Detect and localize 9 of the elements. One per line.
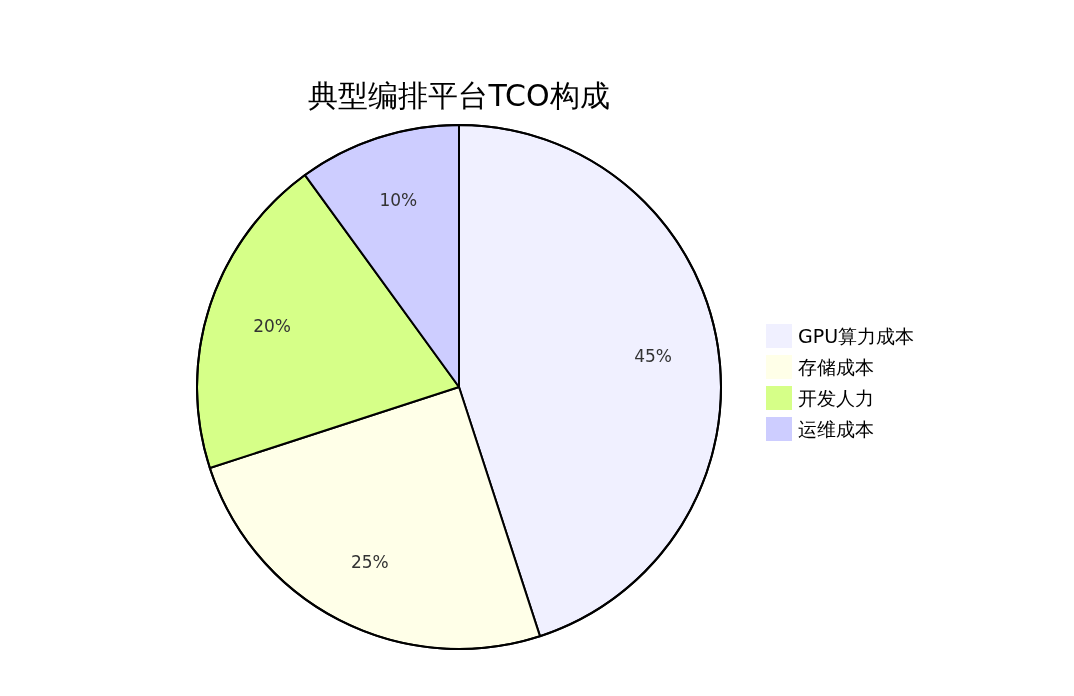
data-label: 25% — [350, 552, 389, 573]
legend-label: 存储成本 — [798, 356, 874, 378]
data-label: 45% — [634, 346, 672, 367]
data-label: 20% — [253, 316, 292, 337]
legend-label: 开发人力 — [798, 387, 874, 409]
slice-label: GPU算力成本 — [798, 325, 915, 347]
legend-label: 运维成本 — [798, 418, 874, 440]
chart-title: 典型编排平台TCO构成 — [308, 78, 610, 113]
data-label: 10% — [379, 190, 418, 211]
